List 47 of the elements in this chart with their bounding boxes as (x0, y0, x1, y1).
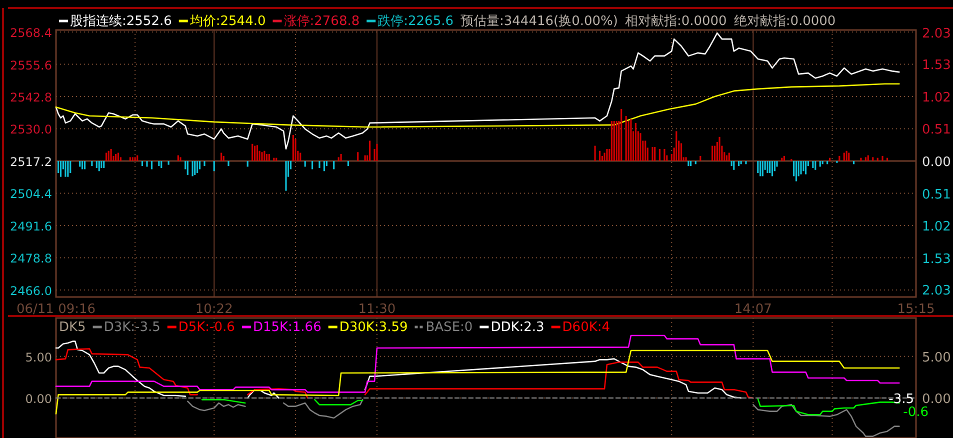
text: 绝对献指:0.0000 (734, 14, 836, 29)
y-tick-label: 2478.8 (10, 252, 52, 266)
legend-label: D15K:1.66 (252, 320, 322, 335)
y2-tick-label: 0.51 (922, 122, 951, 138)
y2-tick-label: 2.03 (922, 284, 951, 299)
legend-label: D60K:4 (562, 320, 610, 335)
x-tick-label: 10:22 (195, 302, 233, 317)
legend-label: D30K:3.59 (339, 320, 408, 335)
legend-label: DDK:2.3 (490, 320, 544, 335)
y-tick-label: 2555.6 (10, 58, 52, 72)
y2-tick-label: 0.00 (922, 392, 951, 407)
x-tick-label: 14:07 (734, 302, 772, 317)
y2-tick-label: 0.51 (922, 187, 951, 202)
legend-label: D5K:-0.6 (178, 320, 235, 335)
y2-tick-label: 0.00 (922, 154, 951, 170)
y2-tick-label: 1.53 (922, 58, 951, 73)
y-tick-label: 2491.6 (10, 219, 52, 234)
text: 预估量:344416(换0.00%) (460, 14, 618, 29)
y-tick-label: 2504.4 (10, 187, 52, 202)
annotation: -3.5 (888, 392, 914, 407)
y-tick-label: 2542.8 (10, 90, 52, 104)
y2-tick-label: 2.03 (922, 26, 951, 42)
legend-label: 涨停:2768.8 (284, 14, 360, 29)
legend-label: BASE:0 (426, 320, 473, 335)
y-tick-label: 5.00 (25, 350, 52, 364)
text: 相对献指:0.0000 (624, 14, 727, 29)
y-tick-label: 0.00 (25, 392, 52, 406)
x-tick-label: 11:30 (358, 302, 396, 317)
y2-tick-label: 1.02 (922, 220, 951, 235)
y-tick-label: 2517.2 (10, 154, 52, 169)
y-tick-label: 2466.0 (10, 284, 52, 298)
y-tick-label: 2530.0 (10, 122, 52, 137)
legend-label: D3K:-3.5 (104, 320, 160, 335)
legend-label: 跌停:2265.6 (378, 14, 454, 29)
y-tick-label: 2568.4 (10, 26, 52, 40)
x-tick-label: 06/11 09:16 (16, 302, 96, 317)
legend-label: 均价:2544.0 (188, 14, 266, 29)
y2-tick-label: 1.02 (922, 90, 951, 106)
y2-tick-label: 1.53 (922, 252, 951, 268)
chart-title: DK5 (59, 320, 86, 335)
legend-label: 股指连续:2552.6 (70, 14, 172, 29)
line-series (55, 32, 900, 150)
line-series (55, 334, 900, 393)
x-tick-label: 15:15 (897, 302, 935, 317)
y2-tick-label: 5.00 (922, 350, 951, 366)
data-label: -0.6 (903, 405, 929, 420)
line-series (55, 83, 900, 128)
